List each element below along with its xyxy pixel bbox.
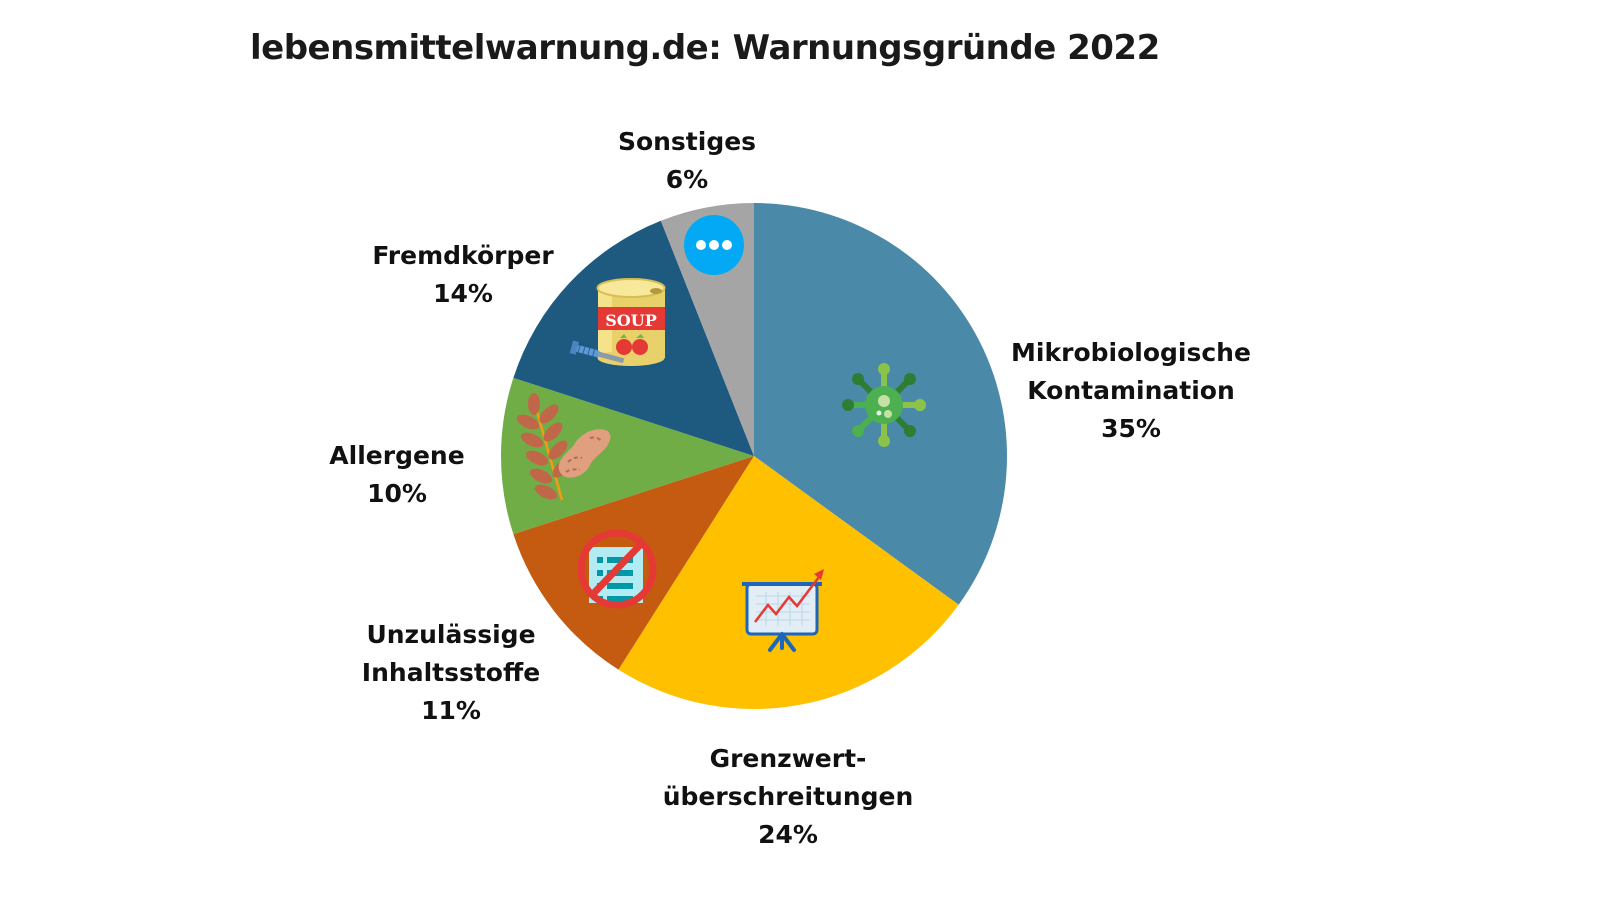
label-percent: 11% bbox=[421, 696, 481, 725]
label-text: Inhaltsstoffe bbox=[361, 658, 541, 687]
virus-icon bbox=[842, 363, 926, 447]
label-text: Mikrobiologische bbox=[1011, 338, 1251, 367]
label-text: Fremdkörper bbox=[372, 241, 554, 270]
wheat-peanut-icon bbox=[516, 393, 611, 501]
label-text: überschreitungen bbox=[662, 782, 914, 811]
label-fremdkoerper: Fremdkörper 14% bbox=[372, 237, 553, 313]
label-percent: 14% bbox=[433, 279, 493, 308]
chart-presentation-icon bbox=[742, 569, 824, 652]
label-sonstiges: Sonstiges 6% bbox=[618, 123, 756, 199]
label-text: Grenzwert- bbox=[709, 744, 867, 773]
soup-can-screw-icon: SOUP bbox=[569, 278, 666, 366]
pie-slice bbox=[501, 377, 754, 535]
label-mikrobiologische: Mikrobiologische Kontamination 35% bbox=[1011, 334, 1251, 448]
label-allergene: Allergene 10% bbox=[329, 437, 464, 513]
more-dots-icon bbox=[684, 215, 744, 275]
forbidden-list-icon bbox=[577, 529, 657, 609]
chart-title: lebensmittelwarnung.de: Warnungsgründe 2… bbox=[250, 28, 1160, 68]
label-text: Kontamination bbox=[1027, 376, 1235, 405]
label-text: Allergene bbox=[329, 441, 465, 470]
label-grenzwert: Grenzwert- überschreitungen 24% bbox=[663, 740, 914, 854]
label-text: Unzulässige bbox=[366, 620, 536, 649]
label-percent: 6% bbox=[665, 165, 709, 194]
label-percent: 24% bbox=[758, 820, 818, 849]
soup-text: SOUP bbox=[605, 311, 656, 330]
label-text: Sonstiges bbox=[617, 127, 757, 156]
label-percent: 10% bbox=[367, 479, 427, 508]
label-percent: 35% bbox=[1101, 414, 1161, 443]
label-unzulaessige: Unzulässige Inhaltsstoffe 11% bbox=[362, 616, 540, 730]
